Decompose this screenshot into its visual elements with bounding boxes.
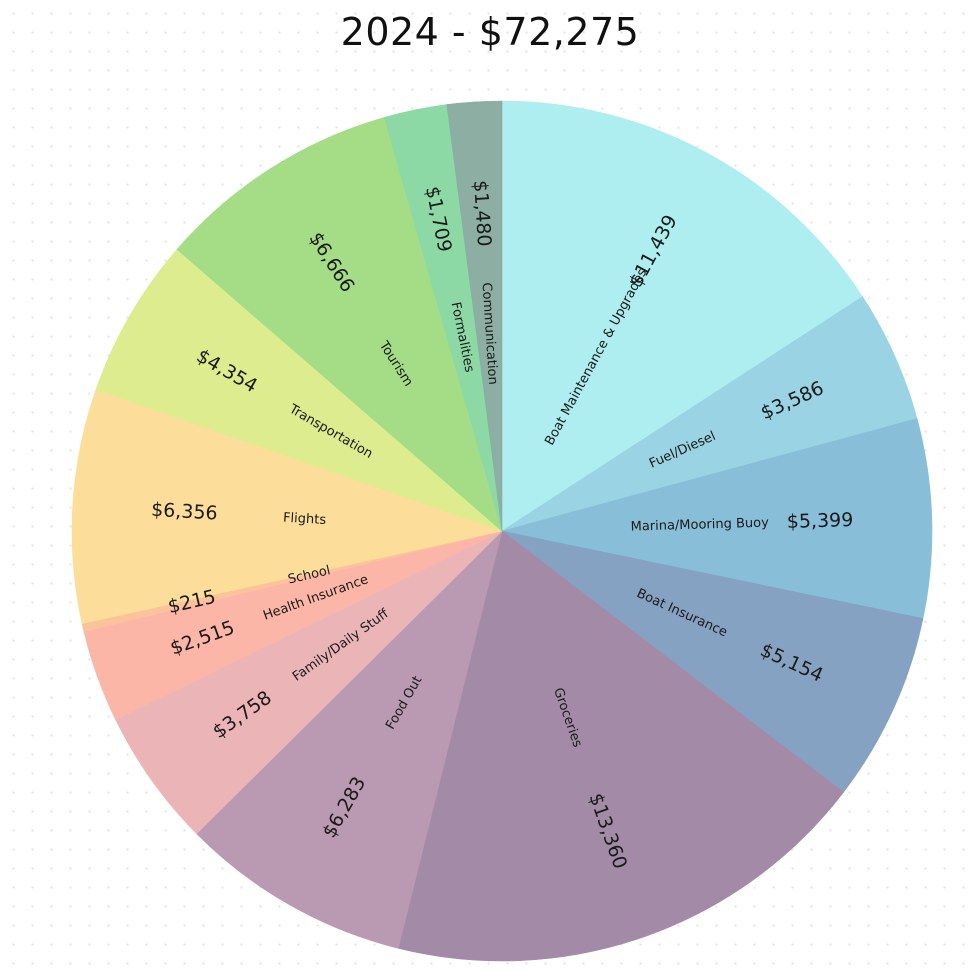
pie-slice-flights	[71, 389, 504, 624]
slice-value-marina-mooring-buoy: $5,399	[786, 509, 853, 533]
pie-slice-family-daily-stuff	[115, 530, 503, 835]
pie-slice-boat-maintenance-upgrades	[501, 100, 863, 532]
chart-title: 2024 - $72,275	[340, 10, 640, 54]
pie-slice-marina-mooring-buoy	[501, 418, 933, 619]
pie-slice-tourism	[176, 117, 503, 532]
pie-slice-transportation	[95, 248, 503, 532]
slice-value-flights: $6,356	[151, 499, 219, 525]
pie-slice-groceries	[397, 530, 844, 962]
pie-slice-boat-insurance	[501, 530, 924, 793]
pie-slice-food-out	[196, 530, 503, 949]
slice-label-marina-mooring-buoy: Marina/Mooring Buoy	[630, 516, 769, 535]
pie-slice-communication	[446, 100, 503, 532]
slice-label-flights: Flights	[283, 511, 327, 529]
slice-label-communication: Communication	[479, 282, 501, 385]
slice-value-communication: $1,480	[469, 180, 495, 248]
